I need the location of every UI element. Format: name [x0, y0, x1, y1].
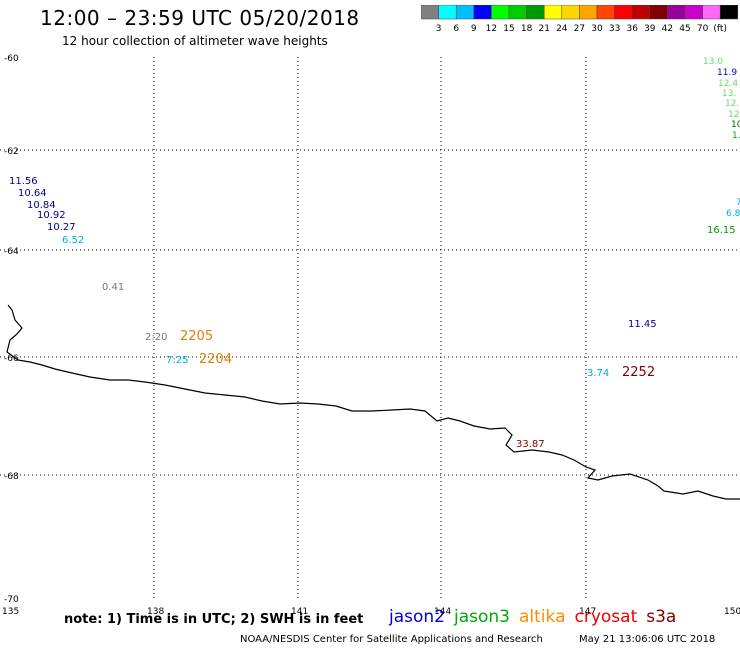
wave-height-label: 12 — [728, 110, 739, 120]
wave-height-label: 2:20 — [145, 332, 167, 343]
wave-height-label: 6.8 — [726, 209, 740, 219]
longitude-label: 147 — [579, 607, 596, 617]
legend-label: 33 — [609, 24, 620, 34]
longitude-label: 150 — [724, 607, 740, 617]
legend-label: 39 — [644, 24, 656, 34]
wave-height-label: 11.56 — [9, 176, 38, 187]
legend-label: 15 — [503, 24, 514, 34]
wave-height-label: 12.4 — [718, 79, 738, 89]
legend-label: 12 — [486, 24, 497, 34]
longitude-label: 141 — [291, 607, 308, 617]
legend-label: 36 — [626, 24, 638, 34]
wave-height-label: 7:25 — [166, 355, 188, 366]
generated-timestamp: May 21 13:06:06 UTC 2018 — [579, 634, 716, 645]
latitude-label: -60 — [4, 54, 19, 64]
wave-height-label: 10.64 — [18, 188, 47, 199]
wave-height-label: 10.84 — [27, 200, 56, 211]
legend-label: (ft) — [713, 24, 727, 34]
satellite-legend: jason2 jason3 altika cryosat s3a — [389, 607, 685, 627]
wave-height-label: 10.27 — [47, 222, 76, 233]
satellite-jason3: jason3 — [454, 607, 510, 627]
wave-height-label: 33.87 — [516, 439, 545, 450]
wave-height-label: 10.92 — [37, 210, 66, 221]
map-title: 12:00 – 23:59 UTC 05/20/2018 — [40, 6, 360, 30]
note-text: note: 1) Time is in UTC; 2) SWH is in fe… — [64, 612, 364, 627]
wave-height-label: 2252 — [622, 365, 655, 380]
legend-label: 6 — [453, 24, 459, 34]
longitude-label: 144 — [434, 607, 451, 617]
legend-label: 9 — [471, 24, 477, 34]
legend-label: 27 — [574, 24, 585, 34]
wave-height-label: 6.52 — [62, 235, 84, 246]
satellite-jason2: jason2 — [389, 607, 445, 627]
wave-height-label: 2205 — [180, 329, 213, 344]
wave-height-label: 2204 — [199, 352, 232, 367]
legend-label: 21 — [538, 24, 549, 34]
legend-label: 70 — [697, 24, 709, 34]
longitude-label: 135 — [2, 607, 19, 617]
legend-label: 42 — [662, 24, 673, 34]
legend-label: 24 — [556, 24, 568, 34]
legend-swatch — [719, 5, 739, 20]
map-subtitle: 12 hour collection of altimeter wave hei… — [62, 34, 328, 48]
wave-height-label: 12. — [725, 99, 739, 109]
satellite-s3a: s3a — [646, 607, 677, 627]
credit-text: NOAA/NESDIS Center for Satellite Applica… — [240, 634, 543, 645]
latitude-label: -62 — [4, 147, 19, 157]
legend-label: 45 — [679, 24, 690, 34]
latitude-label: -64 — [4, 247, 19, 257]
latitude-label: -68 — [4, 472, 19, 482]
wave-height-label: 7 — [736, 198, 740, 208]
wave-height-color-legend: 3 6 9 12 15 18 21 24 27 30 33 36 39 42 45 70 (ft) — [421, 5, 739, 34]
legend-label: 3 — [436, 24, 442, 34]
legend-label: 18 — [521, 24, 533, 34]
wave-height-label: 11.45 — [628, 319, 657, 330]
antarctic-coastline — [6, 304, 740, 500]
wave-height-label: 11.9 — [717, 68, 737, 78]
wave-height-label: 3.74 — [587, 368, 609, 379]
wave-height-label: 13.0 — [703, 57, 723, 67]
legend-label: 30 — [591, 24, 603, 34]
satellite-cryosat: cryosat — [574, 607, 638, 627]
wave-height-label: 16.15 — [707, 225, 736, 236]
satellite-altika: altika — [519, 607, 566, 627]
wave-height-label: 0.41 — [102, 282, 124, 293]
wave-height-label: 13. — [722, 89, 736, 99]
wave-height-label: 10 — [731, 120, 740, 130]
longitude-label: 138 — [147, 607, 164, 617]
latitude-label: -70 — [4, 595, 19, 605]
latitude-label: -66 — [4, 354, 19, 364]
wave-height-label: 1. — [732, 131, 740, 141]
